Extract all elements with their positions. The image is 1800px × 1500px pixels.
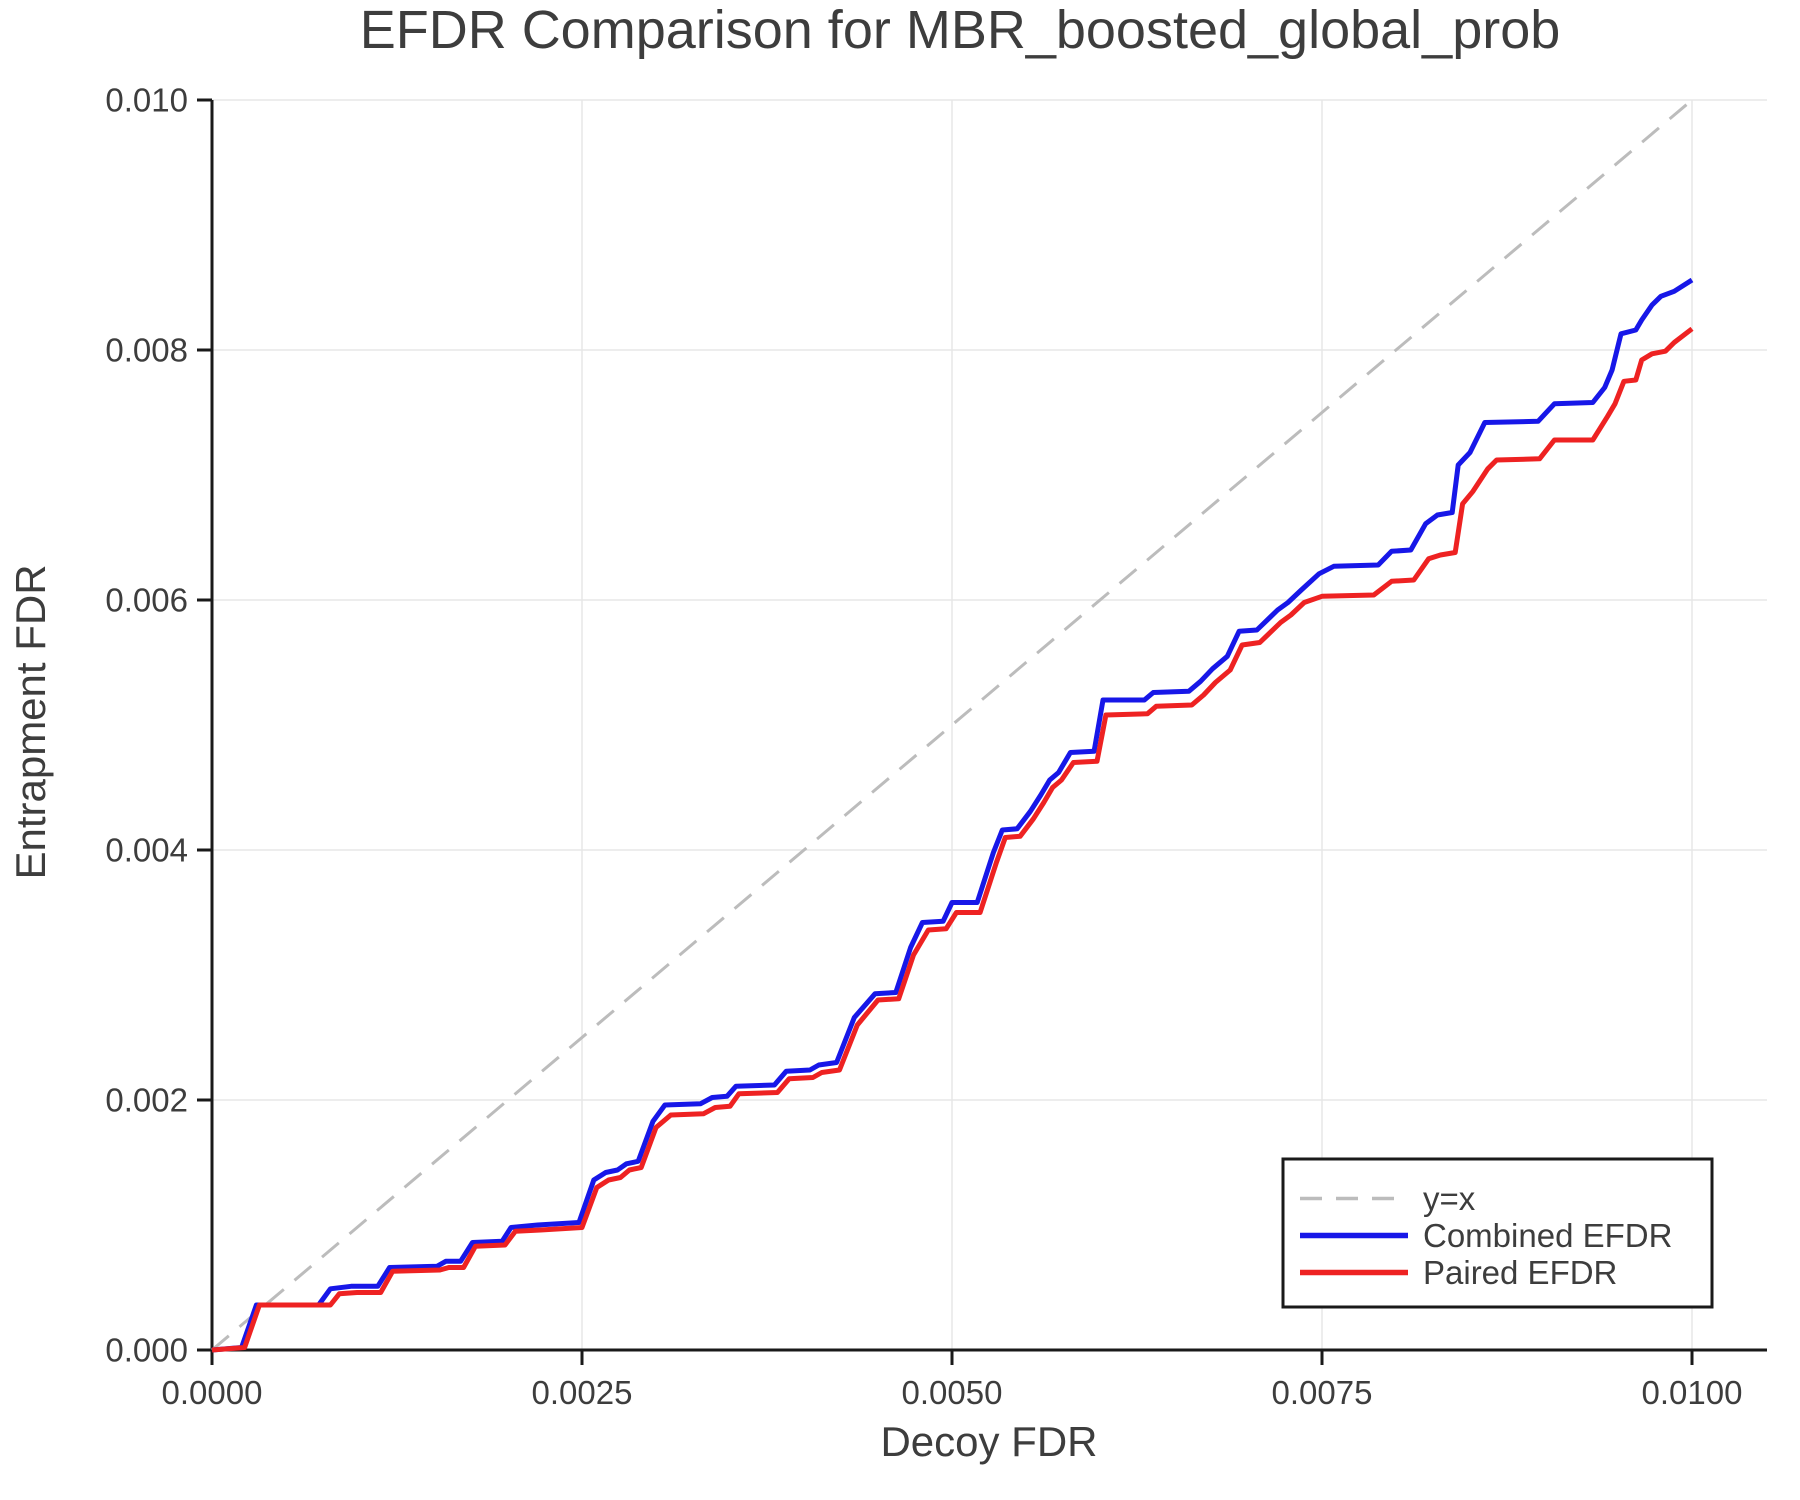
y-tick-label: 0.000 [105,1332,188,1369]
series-line-combined-efdr [211,277,1694,1353]
chart-title: EFDR Comparison for MBR_boosted_global_p… [360,0,1561,60]
y-tick-label: 0.010 [105,82,188,119]
x-tick-label: 0.0000 [162,1374,263,1411]
axis-tick-labels: 0.0000 0.0025 0.0050 0.0075 0.0100 0.000 0.002… [105,82,1742,1411]
legend-label-2: Paired EFDR [1423,1254,1617,1291]
y-tick-label: 0.006 [105,582,188,619]
plot-series [211,98,1694,1353]
x-tick-label: 0.0100 [1642,1374,1743,1411]
x-axis-label: Decoy FDR [880,1418,1097,1465]
y-axis-label: Entrapment FDR [7,564,54,879]
x-tick-label: 0.0050 [902,1374,1003,1411]
y-tick-label: 0.008 [105,332,188,369]
axis-ticks [197,98,1694,1365]
x-tick-label: 0.0025 [532,1374,633,1411]
gridlines [212,99,1767,1350]
legend-label-0: y=x [1423,1180,1476,1217]
series-line-paired-efdr [211,326,1694,1353]
legend-label-1: Combined EFDR [1423,1217,1672,1254]
y-tick-label: 0.002 [105,1082,188,1119]
y-tick-label: 0.004 [105,832,188,869]
x-tick-label: 0.0075 [1272,1374,1373,1411]
